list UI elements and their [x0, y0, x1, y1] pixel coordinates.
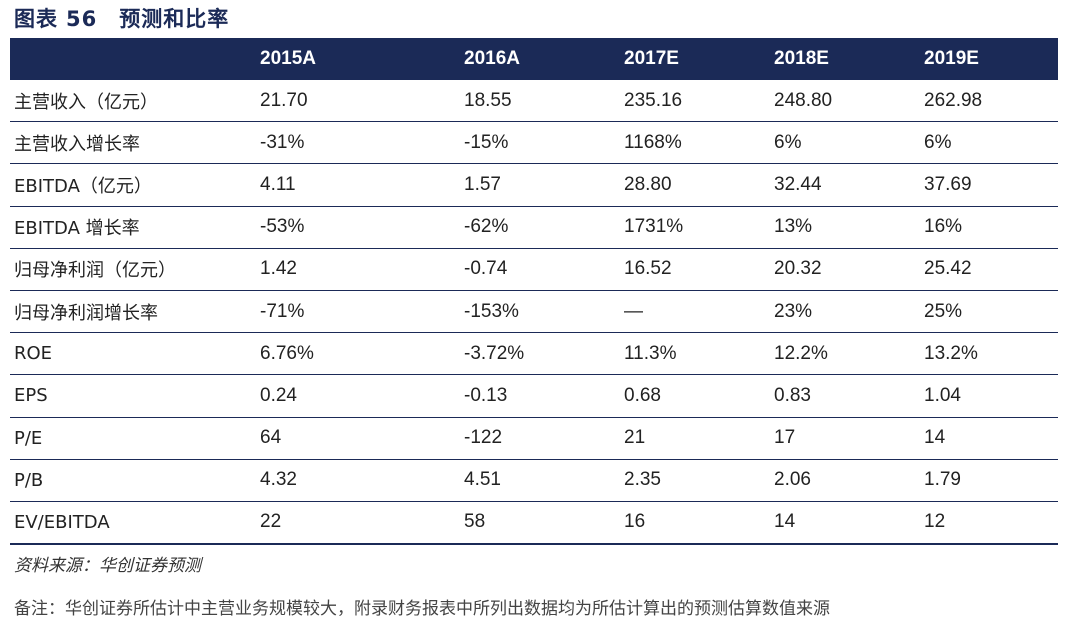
header-cell-2015a: 2015A [256, 38, 460, 80]
table-body: 主营收入（亿元） 21.70 18.55 235.16 248.80 262.9… [10, 80, 1058, 546]
row-label: 主营收入（亿元） [10, 80, 256, 123]
row-label: 归母净利润增长率 [10, 290, 256, 334]
table-cell: 11.3% [620, 332, 770, 376]
table-cell: -153% [460, 290, 620, 334]
table-cell: 235.16 [620, 80, 770, 123]
table-cell: 4.51 [460, 459, 620, 502]
table-cell: — [620, 290, 770, 334]
table-cell: 14 [920, 417, 1058, 460]
table-cell: 23% [770, 290, 920, 334]
table-cell: -62% [460, 206, 620, 249]
table-cell: 13% [770, 206, 920, 249]
table-cell: 12 [920, 501, 1058, 546]
table-cell: 16% [920, 206, 1058, 249]
table-row: 归母净利润（亿元） 1.42 -0.74 16.52 20.32 25.42 [10, 248, 1058, 291]
table-row: EBITDA 增长率 -53% -62% 1731% 13% 16% [10, 206, 1058, 249]
table-row: P/B 4.32 4.51 2.35 2.06 1.79 [10, 459, 1058, 502]
table-cell: 6% [770, 121, 920, 165]
figure-title-prefix: 图表 [14, 7, 58, 31]
table-cell: 6% [920, 121, 1058, 165]
table-cell: 32.44 [770, 163, 920, 207]
table-cell: 37.69 [920, 163, 1058, 207]
table-header-row: 2015A 2016A 2017E 2018E 2019E [10, 38, 1058, 80]
row-label: 归母净利润（亿元） [10, 248, 256, 291]
table-cell: -0.74 [460, 248, 620, 291]
figure-title: 图表 56 预测和比率 [14, 4, 229, 34]
table-cell: 12.2% [770, 332, 920, 376]
header-cell-2017e: 2017E [620, 38, 770, 80]
table-cell: -3.72% [460, 332, 620, 376]
forecast-table-container: 2015A 2016A 2017E 2018E 2019E 主营收入（亿元） 2… [10, 38, 1058, 546]
table-cell: 18.55 [460, 80, 620, 123]
table-cell: -31% [256, 121, 460, 165]
table-cell: 17 [770, 417, 920, 460]
table-row: ROE 6.76% -3.72% 11.3% 12.2% 13.2% [10, 332, 1058, 376]
table-row: EV/EBITDA 22 58 16 14 12 [10, 501, 1058, 546]
table-cell: 16 [620, 501, 770, 546]
table-cell: 4.32 [256, 459, 460, 502]
source-note: 资料来源：华创证券预测 [14, 556, 201, 576]
row-label: ROE [10, 332, 256, 376]
table-cell: 13.2% [920, 332, 1058, 376]
table-cell: 0.68 [620, 374, 770, 418]
row-label: 主营收入增长率 [10, 121, 256, 165]
table-cell: 25% [920, 290, 1058, 334]
header-cell-2016a: 2016A [460, 38, 620, 80]
table-cell: 58 [460, 501, 620, 546]
table-cell: 14 [770, 501, 920, 546]
table-cell: 1.79 [920, 459, 1058, 502]
table-cell: 262.98 [920, 80, 1058, 123]
table-cell: 1731% [620, 206, 770, 249]
figure-title-text: 预测和比率 [119, 7, 230, 31]
header-cell-2018e: 2018E [770, 38, 920, 80]
header-cell-2019e: 2019E [920, 38, 1058, 80]
table-cell: 4.11 [256, 163, 460, 207]
table-cell: 22 [256, 501, 460, 546]
header-cell-label [10, 38, 256, 80]
table-cell: 25.42 [920, 248, 1058, 291]
figure-number: 56 [66, 7, 98, 31]
table-row: EBITDA（亿元） 4.11 1.57 28.80 32.44 37.69 [10, 163, 1058, 207]
forecast-ratio-table: 2015A 2016A 2017E 2018E 2019E 主营收入（亿元） 2… [10, 38, 1058, 546]
table-cell: -0.13 [460, 374, 620, 418]
table-cell: 2.35 [620, 459, 770, 502]
table-cell: 6.76% [256, 332, 460, 376]
table-cell: 1168% [620, 121, 770, 165]
table-cell: -53% [256, 206, 460, 249]
row-label: EPS [10, 374, 256, 418]
row-label: EV/EBITDA [10, 501, 256, 546]
row-label: P/B [10, 459, 256, 502]
table-cell: 16.52 [620, 248, 770, 291]
table-cell: 1.42 [256, 248, 460, 291]
table-cell: -15% [460, 121, 620, 165]
row-label: P/E [10, 417, 256, 460]
table-cell: 248.80 [770, 80, 920, 123]
table-row: 归母净利润增长率 -71% -153% — 23% 25% [10, 290, 1058, 334]
table-cell: 1.57 [460, 163, 620, 207]
footnote: 备注：华创证券所估计中主营业务规模较大，附录财务报表中所列出数据均为所估计算出的… [14, 599, 830, 619]
table-cell: -71% [256, 290, 460, 334]
table-cell: 1.04 [920, 374, 1058, 418]
table-cell: 0.83 [770, 374, 920, 418]
table-cell: 28.80 [620, 163, 770, 207]
table-cell: 0.24 [256, 374, 460, 418]
table-cell: 2.06 [770, 459, 920, 502]
table-cell: 64 [256, 417, 460, 460]
table-cell: 20.32 [770, 248, 920, 291]
table-cell: 21 [620, 417, 770, 460]
row-label: EBITDA（亿元） [10, 163, 256, 207]
table-row: P/E 64 -122 21 17 14 [10, 417, 1058, 460]
table-row: EPS 0.24 -0.13 0.68 0.83 1.04 [10, 374, 1058, 418]
row-label: EBITDA 增长率 [10, 206, 256, 249]
table-cell: -122 [460, 417, 620, 460]
table-cell: 21.70 [256, 80, 460, 123]
table-row: 主营收入增长率 -31% -15% 1168% 6% 6% [10, 121, 1058, 165]
table-row: 主营收入（亿元） 21.70 18.55 235.16 248.80 262.9… [10, 80, 1058, 123]
